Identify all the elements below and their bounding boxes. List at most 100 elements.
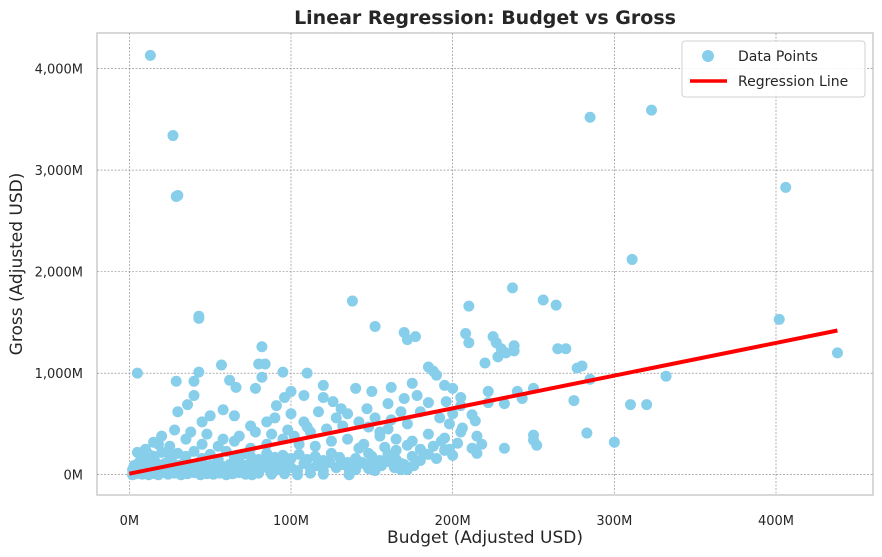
data-point bbox=[382, 398, 394, 410]
data-point bbox=[228, 410, 240, 422]
data-point bbox=[537, 294, 549, 306]
data-point bbox=[390, 433, 402, 445]
data-point bbox=[831, 347, 843, 359]
x-tick-label: 100M bbox=[273, 514, 309, 529]
data-point bbox=[301, 367, 313, 379]
data-point bbox=[164, 440, 176, 452]
data-point bbox=[427, 365, 439, 377]
data-point bbox=[427, 440, 439, 452]
data-point bbox=[230, 381, 242, 393]
data-point bbox=[285, 408, 297, 420]
data-point bbox=[492, 351, 504, 363]
data-point bbox=[172, 189, 184, 201]
data-point bbox=[144, 49, 156, 61]
y-tick-label: 2,000M bbox=[35, 266, 83, 281]
data-point bbox=[193, 312, 205, 324]
legend-label-regression-line: Regression Line bbox=[738, 74, 848, 90]
data-point bbox=[182, 399, 194, 411]
y-tick-labels: 0M 1,000M 2,000M 3,000M 4,000M bbox=[35, 63, 83, 484]
data-point bbox=[167, 130, 179, 142]
data-point bbox=[217, 433, 229, 445]
data-point bbox=[131, 367, 143, 379]
data-point bbox=[193, 366, 205, 378]
y-tick-label: 4,000M bbox=[35, 63, 83, 78]
data-point bbox=[395, 406, 407, 418]
data-point bbox=[298, 389, 310, 401]
x-tick-label: 0M bbox=[120, 514, 140, 529]
data-point bbox=[476, 438, 488, 450]
data-point bbox=[261, 416, 273, 428]
data-point bbox=[422, 397, 434, 409]
x-tick-label: 200M bbox=[435, 514, 471, 529]
data-point bbox=[479, 357, 491, 369]
data-point bbox=[422, 428, 434, 440]
data-point bbox=[625, 399, 636, 411]
data-point bbox=[584, 111, 596, 123]
data-point bbox=[291, 469, 303, 481]
data-point bbox=[361, 403, 373, 415]
data-point bbox=[443, 418, 455, 430]
data-point bbox=[471, 430, 483, 442]
data-point bbox=[270, 400, 282, 412]
data-point bbox=[466, 409, 478, 421]
legend-box bbox=[681, 40, 866, 98]
data-point bbox=[581, 427, 593, 439]
data-point bbox=[443, 443, 455, 455]
data-point bbox=[285, 385, 297, 397]
data-point bbox=[560, 343, 572, 355]
data-point bbox=[256, 371, 268, 383]
data-point bbox=[330, 412, 342, 424]
data-point bbox=[350, 382, 362, 394]
data-point bbox=[411, 389, 423, 401]
data-point bbox=[279, 468, 291, 480]
data-point bbox=[342, 433, 354, 445]
legend-label-data-points: Data Points bbox=[738, 49, 818, 65]
data-point bbox=[346, 295, 358, 307]
data-point bbox=[780, 181, 792, 193]
data-point bbox=[369, 412, 381, 424]
data-point bbox=[353, 416, 365, 428]
data-point bbox=[440, 396, 452, 408]
data-point bbox=[282, 424, 294, 436]
data-point bbox=[409, 331, 421, 343]
regression-line bbox=[128, 328, 838, 476]
y-tick-label: 3,000M bbox=[35, 164, 83, 179]
data-point bbox=[353, 442, 365, 454]
chart-title: Linear Regression: Budget vs Gross bbox=[294, 7, 676, 29]
data-point bbox=[431, 452, 442, 464]
data-point bbox=[447, 382, 459, 394]
data-point bbox=[455, 392, 467, 404]
data-point bbox=[460, 328, 472, 340]
data-point bbox=[434, 412, 446, 424]
data-point bbox=[309, 440, 321, 452]
data-point bbox=[646, 104, 658, 116]
data-point bbox=[641, 399, 653, 411]
data-point bbox=[327, 396, 339, 408]
data-point bbox=[498, 398, 510, 410]
data-point bbox=[552, 343, 564, 355]
data-point bbox=[366, 385, 378, 397]
data-point bbox=[335, 403, 347, 415]
data-point bbox=[379, 441, 391, 453]
data-point bbox=[201, 428, 213, 440]
data-point bbox=[172, 406, 184, 418]
x-axis-label: Budget (Adjusted USD) bbox=[387, 528, 583, 548]
y-axis-label: Gross (Adjusted USD) bbox=[7, 173, 27, 356]
y-tick-label: 0M bbox=[64, 469, 84, 484]
data-point bbox=[463, 300, 475, 312]
data-point bbox=[249, 426, 261, 438]
data-point bbox=[266, 428, 278, 440]
data-point bbox=[456, 422, 468, 434]
data-point bbox=[660, 370, 672, 382]
data-point bbox=[266, 468, 278, 480]
data-point bbox=[466, 442, 478, 454]
data-point bbox=[188, 375, 200, 387]
data-point bbox=[398, 393, 410, 405]
data-point bbox=[418, 447, 430, 459]
data-point bbox=[463, 337, 475, 349]
data-point bbox=[224, 374, 236, 386]
data-point bbox=[185, 426, 197, 438]
x-tick-labels: 0M 100M 200M 300M 400M bbox=[120, 514, 794, 529]
data-point bbox=[301, 421, 313, 433]
